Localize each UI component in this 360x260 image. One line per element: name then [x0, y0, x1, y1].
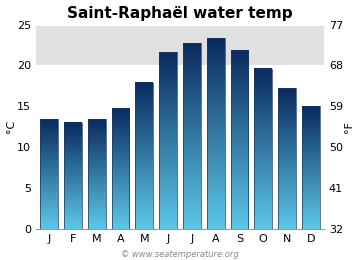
- Bar: [36, 24, 324, 66]
- Bar: [230, 51, 248, 229]
- Bar: [207, 38, 225, 229]
- Bar: [183, 43, 201, 229]
- Bar: [254, 69, 272, 229]
- Bar: [88, 120, 105, 229]
- Bar: [302, 106, 320, 229]
- Y-axis label: °F: °F: [345, 121, 355, 133]
- Text: © www.seatemperature.org: © www.seatemperature.org: [121, 250, 239, 259]
- Title: Saint-Raphaël water temp: Saint-Raphaël water temp: [67, 5, 293, 21]
- Bar: [159, 52, 177, 229]
- Bar: [135, 83, 153, 229]
- Y-axis label: °C: °C: [5, 120, 15, 133]
- Bar: [278, 88, 296, 229]
- Bar: [112, 109, 129, 229]
- Bar: [64, 123, 82, 229]
- Bar: [40, 120, 58, 229]
